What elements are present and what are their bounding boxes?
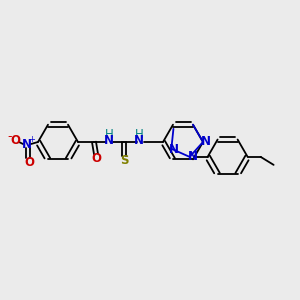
Text: +: +: [28, 134, 35, 143]
Text: N: N: [201, 134, 211, 148]
Text: H: H: [105, 128, 113, 142]
Text: H: H: [135, 128, 143, 142]
Text: N: N: [104, 134, 114, 148]
Text: O: O: [91, 152, 101, 166]
Text: N: N: [22, 137, 32, 151]
Text: -: -: [8, 130, 12, 143]
Text: O: O: [10, 134, 20, 148]
Text: N: N: [134, 134, 144, 148]
Text: N: N: [188, 150, 198, 164]
Text: N: N: [169, 143, 179, 156]
Text: O: O: [24, 157, 34, 169]
Text: S: S: [120, 154, 128, 167]
